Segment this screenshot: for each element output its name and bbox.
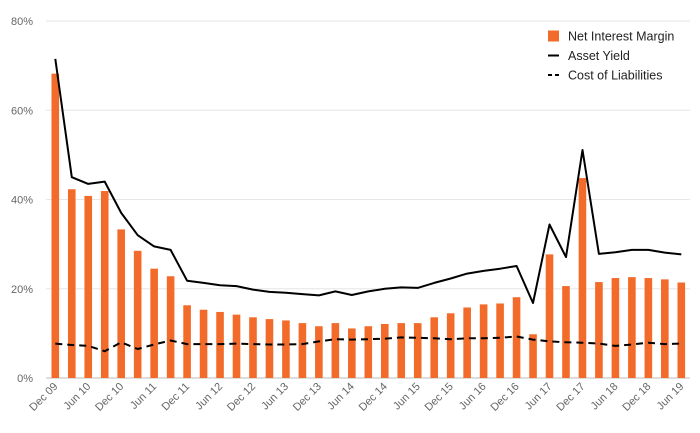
bar xyxy=(51,73,60,378)
bar xyxy=(249,317,257,378)
bar xyxy=(380,324,389,378)
bar xyxy=(512,297,521,378)
bar xyxy=(479,304,488,378)
bar xyxy=(446,313,455,378)
bar xyxy=(496,303,504,378)
x-tick-label: Jun 13 xyxy=(259,381,291,413)
x-tick-label: Jun 15 xyxy=(391,381,423,413)
x-tick-label: Dec 13 xyxy=(291,381,324,414)
x-tick-label: Dec 17 xyxy=(554,381,587,414)
x-tick-label: Dec 12 xyxy=(225,381,258,414)
x-tick-label: Dec 16 xyxy=(489,381,522,414)
bar-series-net-interest-margin xyxy=(51,73,686,378)
y-axis: 0% 20% 40% 60% 80% xyxy=(11,16,33,385)
legend-label: Net Interest Margin xyxy=(568,30,674,44)
bar xyxy=(661,279,669,378)
x-tick-label: Jun 10 xyxy=(62,381,94,413)
bar xyxy=(282,320,290,378)
bar xyxy=(545,254,554,378)
bar xyxy=(430,317,438,378)
x-tick-label: Jun 11 xyxy=(128,381,159,412)
x-tick-label: Dec 15 xyxy=(423,381,456,414)
bar xyxy=(315,326,323,378)
bar xyxy=(150,268,158,378)
bar xyxy=(677,282,686,378)
bar xyxy=(117,229,125,378)
bar xyxy=(463,307,471,378)
legend: Net Interest Margin Asset Yield Cost of Li… xyxy=(548,30,674,83)
bar xyxy=(100,191,109,378)
legend-label: Cost of Liabilities xyxy=(568,69,663,83)
bar xyxy=(298,323,307,378)
bar xyxy=(199,309,208,378)
asset-yield-line xyxy=(54,58,682,304)
x-tick-label: Dec 09 xyxy=(27,381,60,414)
bar xyxy=(397,323,406,378)
x-tick-label: Jun 14 xyxy=(325,381,357,413)
x-tick-label: Dec 10 xyxy=(93,381,126,414)
bar xyxy=(413,323,422,378)
x-tick-label: Dec 18 xyxy=(620,381,653,414)
line-series xyxy=(54,58,682,353)
legend-label: Asset Yield xyxy=(568,49,630,63)
bar xyxy=(364,326,373,378)
bar xyxy=(644,278,653,378)
x-tick-label: Dec 11 xyxy=(160,381,193,414)
bar xyxy=(133,250,142,378)
bar xyxy=(232,314,241,378)
x-tick-label: Jun 18 xyxy=(589,381,621,413)
y-tick-label: 40% xyxy=(11,195,33,207)
bar xyxy=(611,278,620,378)
bar xyxy=(628,277,636,378)
x-tick-label: Jun 17 xyxy=(523,381,555,413)
bar xyxy=(562,286,570,378)
y-tick-label: 80% xyxy=(11,16,33,28)
y-tick-label: 0% xyxy=(17,373,33,385)
bar xyxy=(67,189,76,378)
x-tick-label: Jun 19 xyxy=(655,381,687,413)
x-tick-label: Jun 16 xyxy=(457,381,489,413)
legend-swatch xyxy=(548,30,559,42)
bar xyxy=(529,334,537,378)
bar xyxy=(331,323,340,378)
bar xyxy=(578,178,587,378)
bar xyxy=(265,319,274,378)
cost-of-liabilities-line xyxy=(55,335,682,353)
bar xyxy=(84,195,93,378)
y-tick-label: 20% xyxy=(11,284,33,296)
bar xyxy=(595,282,603,378)
bar xyxy=(166,276,175,378)
bar xyxy=(183,305,191,378)
y-tick-label: 60% xyxy=(11,105,33,117)
x-tick-label: Jun 12 xyxy=(193,381,225,413)
x-axis: Dec 09 Jun 10 Dec 10 Jun 11 Dec 11 Jun 12 Dec … xyxy=(27,381,686,414)
bar xyxy=(348,328,356,378)
x-tick-label: Dec 14 xyxy=(357,381,390,414)
